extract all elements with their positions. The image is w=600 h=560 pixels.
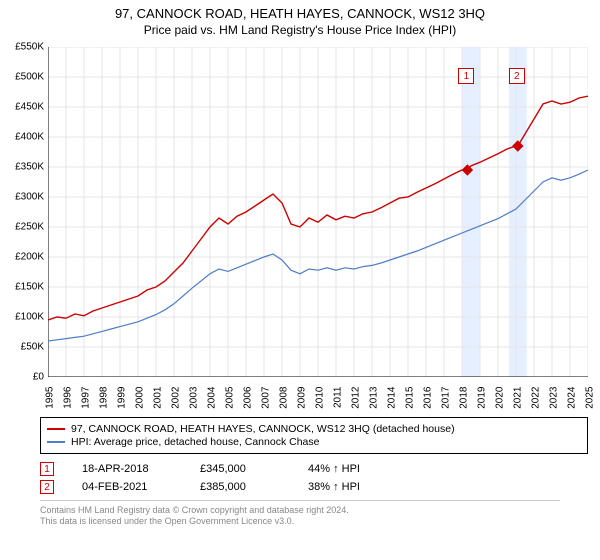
x-tick-label: 2013 bbox=[369, 387, 380, 417]
x-tick-label: 2017 bbox=[441, 387, 452, 417]
y-tick-label: £100K bbox=[15, 312, 44, 323]
sale-marker-icon: 1 bbox=[40, 462, 54, 476]
page-subtitle: Price paid vs. HM Land Registry's House … bbox=[0, 23, 600, 37]
y-tick-label: £550K bbox=[15, 42, 44, 53]
legend-item-hpi: HPI: Average price, detached house, Cann… bbox=[47, 436, 581, 448]
sale-diff: 44% ↑ HPI bbox=[308, 463, 398, 475]
x-tick-label: 2016 bbox=[423, 387, 434, 417]
x-tick-label: 2020 bbox=[495, 387, 506, 417]
x-axis-labels: 1995 1996 1997 1998 1999 2000 2001 2002 2003 2004… bbox=[48, 379, 588, 419]
x-tick-label: 2006 bbox=[243, 387, 254, 417]
y-tick-label: £300K bbox=[15, 192, 44, 203]
y-tick-label: £450K bbox=[15, 102, 44, 113]
x-tick-label: 2023 bbox=[549, 387, 560, 417]
x-tick-label: 2004 bbox=[207, 387, 218, 417]
x-tick-label: 2025 bbox=[585, 387, 596, 417]
y-axis-labels: £0£50K£100K£150K£200K£250K£300K£350K£400… bbox=[0, 47, 44, 377]
x-tick-label: 2014 bbox=[387, 387, 398, 417]
x-tick-label: 2015 bbox=[405, 387, 416, 417]
table-row: 2 04-FEB-2021 £385,000 38% ↑ HPI bbox=[40, 478, 588, 496]
legend-label-hpi: HPI: Average price, detached house, Cann… bbox=[71, 436, 319, 448]
footer-line: This data is licensed under the Open Gov… bbox=[40, 516, 588, 527]
chart-container: £0£50K£100K£150K£200K£250K£300K£350K£400… bbox=[36, 43, 596, 413]
y-tick-label: £250K bbox=[15, 222, 44, 233]
x-tick-label: 2001 bbox=[153, 387, 164, 417]
sale-date: 04-FEB-2021 bbox=[82, 481, 172, 493]
legend-swatch-hpi bbox=[47, 441, 65, 443]
x-tick-label: 2022 bbox=[531, 387, 542, 417]
legend-item-property: 97, CANNOCK ROAD, HEATH HAYES, CANNOCK, … bbox=[47, 423, 581, 435]
x-tick-label: 2002 bbox=[171, 387, 182, 417]
table-row: 1 18-APR-2018 £345,000 44% ↑ HPI bbox=[40, 460, 588, 478]
x-tick-label: 2000 bbox=[135, 387, 146, 417]
y-tick-label: £400K bbox=[15, 132, 44, 143]
y-tick-label: £0 bbox=[33, 372, 44, 383]
x-tick-label: 2012 bbox=[351, 387, 362, 417]
sale-price: £345,000 bbox=[200, 463, 280, 475]
footer-line: Contains HM Land Registry data © Crown c… bbox=[40, 505, 588, 516]
x-tick-label: 1995 bbox=[45, 387, 56, 417]
x-tick-label: 1997 bbox=[81, 387, 92, 417]
legend-label-property: 97, CANNOCK ROAD, HEATH HAYES, CANNOCK, … bbox=[71, 423, 455, 435]
y-tick-label: £200K bbox=[15, 252, 44, 263]
y-tick-label: £150K bbox=[15, 282, 44, 293]
x-tick-label: 2007 bbox=[261, 387, 272, 417]
divider bbox=[40, 500, 560, 501]
y-tick-label: £350K bbox=[15, 162, 44, 173]
x-tick-label: 2019 bbox=[477, 387, 488, 417]
callout-marker: 1 bbox=[458, 68, 474, 84]
x-tick-label: 2005 bbox=[225, 387, 236, 417]
x-tick-label: 1996 bbox=[63, 387, 74, 417]
x-tick-label: 2010 bbox=[315, 387, 326, 417]
sale-marker-icon: 2 bbox=[40, 480, 54, 494]
price-chart bbox=[48, 47, 588, 377]
x-tick-label: 2024 bbox=[567, 387, 578, 417]
x-tick-label: 1999 bbox=[117, 387, 128, 417]
y-tick-label: £500K bbox=[15, 72, 44, 83]
sale-date: 18-APR-2018 bbox=[82, 463, 172, 475]
sale-diff: 38% ↑ HPI bbox=[308, 481, 398, 493]
y-tick-label: £50K bbox=[21, 342, 44, 353]
footer: Contains HM Land Registry data © Crown c… bbox=[40, 505, 588, 528]
x-tick-label: 1998 bbox=[99, 387, 110, 417]
x-tick-label: 2003 bbox=[189, 387, 200, 417]
sales-table: 1 18-APR-2018 £345,000 44% ↑ HPI 2 04-FE… bbox=[40, 460, 588, 496]
legend: 97, CANNOCK ROAD, HEATH HAYES, CANNOCK, … bbox=[40, 417, 588, 454]
x-tick-label: 2018 bbox=[459, 387, 470, 417]
x-tick-label: 2021 bbox=[513, 387, 524, 417]
callout-marker: 2 bbox=[509, 68, 525, 84]
x-tick-label: 2011 bbox=[333, 387, 344, 417]
page-title: 97, CANNOCK ROAD, HEATH HAYES, CANNOCK, … bbox=[0, 6, 600, 21]
sale-price: £385,000 bbox=[200, 481, 280, 493]
x-tick-label: 2008 bbox=[279, 387, 290, 417]
x-tick-label: 2009 bbox=[297, 387, 308, 417]
legend-swatch-property bbox=[47, 428, 65, 430]
